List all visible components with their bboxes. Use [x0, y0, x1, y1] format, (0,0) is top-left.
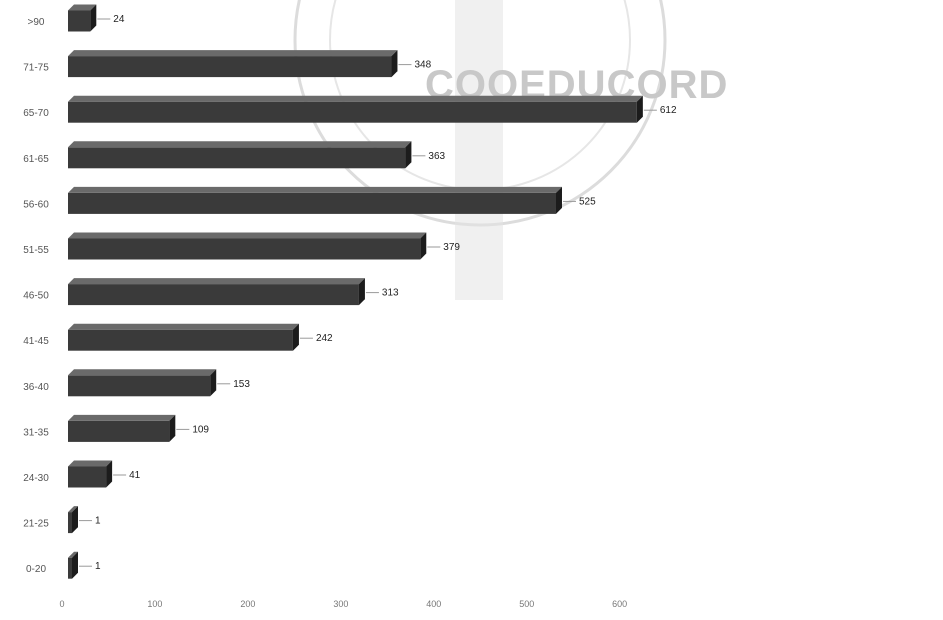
bar-61-65: [68, 141, 412, 169]
value-label: 363: [428, 151, 445, 162]
bar-71-75: [68, 50, 398, 78]
bar-side-face: [391, 50, 398, 78]
category-label: 56-60: [23, 199, 49, 210]
value-label: 348: [414, 60, 431, 71]
bar-front: [68, 557, 72, 579]
bar-top-face: [68, 414, 176, 421]
bar-top-face: [68, 95, 643, 102]
bar-front: [68, 512, 72, 534]
category-label: 24-30: [23, 473, 49, 484]
bar-front: [68, 238, 421, 260]
bar-top-face: [68, 506, 78, 513]
bar-51-55: [68, 232, 427, 260]
bar-36-40: [68, 369, 217, 397]
bar-front: [68, 466, 107, 488]
bar-31-35: [68, 414, 176, 442]
bar-front: [68, 284, 359, 306]
bar-top-face: [68, 460, 113, 467]
bar-top-face: [68, 551, 78, 558]
bar-top-face: [68, 323, 299, 330]
x-tick-label: 600: [612, 599, 627, 609]
bar-top-face: [68, 186, 562, 193]
category-label: 65-70: [23, 108, 49, 119]
bar-front: [68, 329, 293, 351]
category-label: 41-45: [23, 336, 49, 347]
x-tick-label: 0: [59, 599, 64, 609]
value-label: 379: [443, 242, 460, 253]
bar-top-face: [68, 4, 97, 11]
bars-layer: [68, 4, 643, 579]
bar-side-face: [72, 551, 78, 579]
x-axis-ticks: 0 100 200 300 400 500 600: [59, 599, 627, 609]
bar-side-face: [106, 460, 113, 488]
value-label: 153: [233, 379, 250, 390]
bar-side-face: [420, 232, 427, 260]
x-tick-label: 300: [333, 599, 348, 609]
category-label: 71-75: [23, 63, 49, 74]
bar-top-face: [68, 369, 217, 376]
category-label: 21-25: [23, 519, 49, 530]
bar-65-70: [68, 95, 643, 123]
watermark: COOEDUCORD: [293, 0, 727, 300]
bar-side-face: [292, 323, 299, 351]
bar-56-60: [68, 186, 562, 214]
value-label: 24: [113, 14, 125, 25]
bar->90: [68, 4, 97, 32]
bar-side-face: [210, 369, 217, 397]
bar-side-face: [169, 414, 176, 442]
bar-top-face: [68, 232, 427, 239]
bar-front: [68, 101, 637, 123]
bar-24-30: [68, 460, 113, 488]
bar-top-face: [68, 50, 398, 57]
bar-side-face: [90, 4, 97, 32]
bar-46-50: [68, 278, 365, 306]
bar-side-face: [405, 141, 412, 169]
bar-front: [68, 10, 91, 32]
bar-21-25: [68, 506, 78, 534]
x-tick-label: 200: [240, 599, 255, 609]
bar-side-face: [358, 278, 365, 306]
bar-top-face: [68, 141, 412, 148]
category-label: 46-50: [23, 291, 49, 302]
value-label: 109: [192, 424, 209, 435]
category-label: 31-35: [23, 427, 49, 438]
bar-41-45: [68, 323, 299, 351]
value-label: 313: [382, 288, 399, 299]
bar-front: [68, 56, 392, 78]
category-labels: >90 71-75 65-70 61-65 56-60 51-55 46-50 41-45 36…: [23, 17, 49, 575]
bar-front: [68, 192, 556, 214]
watermark-pillar: [455, 0, 503, 300]
category-label: 36-40: [23, 382, 49, 393]
bar-front: [68, 147, 406, 169]
x-tick-label: 500: [519, 599, 534, 609]
x-tick-label: 400: [426, 599, 441, 609]
bar-side-face: [72, 506, 78, 534]
bar-0-20: [68, 551, 78, 579]
bar-front: [68, 375, 211, 397]
value-label: 1: [95, 516, 101, 527]
category-label: 0-20: [26, 564, 46, 575]
value-label: 1: [95, 561, 101, 572]
category-label: >90: [28, 17, 45, 28]
value-label: 41: [129, 470, 141, 481]
category-label: 61-65: [23, 154, 49, 165]
value-labels: 24 348 612 363 525 379 313 242 153 109 41 1 1: [79, 14, 677, 572]
value-label: 525: [579, 196, 596, 207]
category-label: 51-55: [23, 245, 49, 256]
bar-side-face: [636, 95, 643, 123]
bar-front: [68, 420, 170, 442]
bar-top-face: [68, 278, 365, 285]
value-label: 612: [660, 105, 677, 116]
value-label: 242: [316, 333, 333, 344]
x-tick-label: 100: [147, 599, 162, 609]
bar-side-face: [555, 186, 562, 214]
